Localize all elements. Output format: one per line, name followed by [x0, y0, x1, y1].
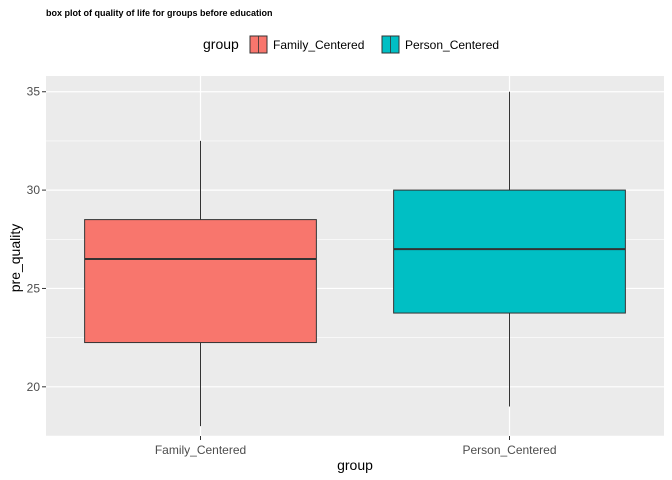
box-body — [393, 189, 626, 314]
y-tick-label: 30 — [27, 183, 41, 197]
legend-title: group — [203, 36, 239, 52]
boxes — [84, 91, 626, 427]
legend-entry: Family_Centered — [249, 35, 364, 54]
legend-entry: Person_Centered — [381, 35, 499, 54]
box-family-centered — [84, 140, 317, 427]
y-tick-label: 20 — [27, 380, 41, 394]
box-body — [84, 219, 317, 344]
x-axis-title: group — [337, 457, 373, 473]
legend-label: Person_Centered — [405, 38, 499, 52]
chart-title: box plot of quality of life for groups b… — [46, 8, 273, 18]
x-axis: Family_Centered Person_Centered — [155, 436, 557, 457]
y-axis-title: pre_quality — [7, 224, 23, 293]
x-tick-label: Person_Centered — [462, 443, 556, 457]
y-axis: 20 25 30 35 — [27, 85, 46, 394]
x-tick-label: Family_Centered — [155, 443, 246, 457]
legend: group Family_Centered Person_Centered — [203, 35, 499, 54]
y-tick-label: 25 — [27, 281, 41, 295]
box-person-centered — [393, 91, 626, 407]
y-tick-label: 35 — [27, 85, 41, 99]
legend-label: Family_Centered — [273, 38, 364, 52]
